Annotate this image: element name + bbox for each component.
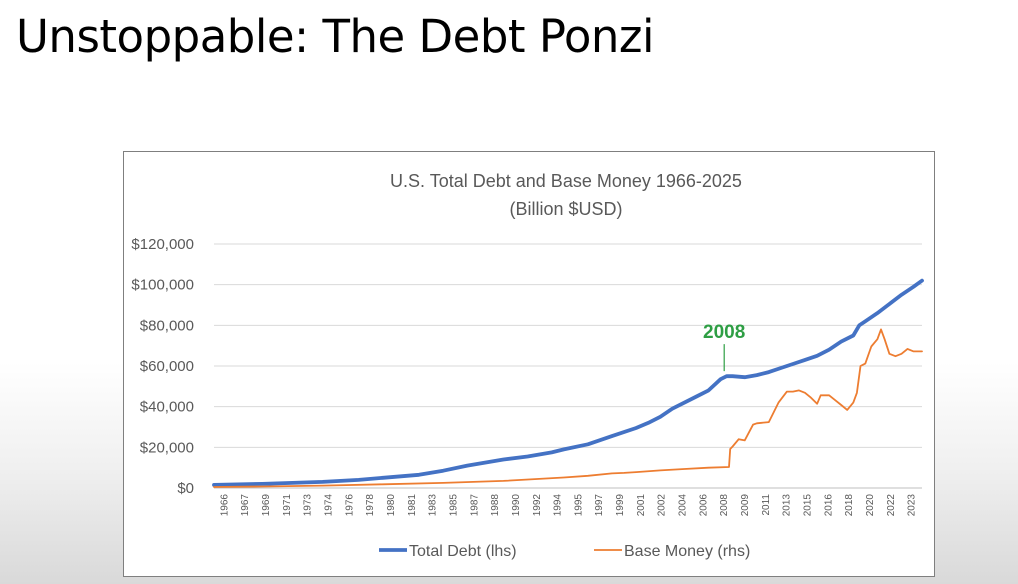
x-tick-label: 1987 — [469, 494, 480, 517]
chart-title: U.S. Total Debt and Base Money 1966-2025 — [390, 171, 742, 191]
chart-svg: U.S. Total Debt and Base Money 1966-2025… — [131, 171, 924, 560]
x-tick-label: 2022 — [886, 494, 897, 517]
x-tick-label: 1995 — [573, 494, 584, 517]
legend-label: Total Debt (lhs) — [409, 543, 517, 560]
x-tick-label: 1999 — [615, 494, 626, 517]
x-tick-label: 1990 — [511, 494, 522, 517]
x-tick-label: 2001 — [636, 494, 647, 517]
x-tick-label: 1973 — [303, 494, 314, 517]
annotations: 2008 — [703, 322, 745, 372]
x-axis-ticks: 1966 1967 1969 1971 1973 1974 1976 1978 1980 1981… — [219, 494, 917, 517]
x-tick-label: 1981 — [407, 494, 418, 517]
slide-title: Unstoppable: The Debt Ponzi — [16, 10, 655, 63]
x-tick-label: 2018 — [844, 494, 855, 517]
x-tick-label: 1974 — [324, 494, 335, 517]
x-tick-label: 1997 — [594, 494, 605, 517]
chart-frame: U.S. Total Debt and Base Money 1966-2025… — [123, 151, 935, 577]
x-tick-label: 2004 — [678, 494, 689, 517]
x-tick-label: 2009 — [740, 494, 751, 517]
x-tick-label: 2011 — [761, 494, 772, 516]
legend-label: Base Money (rhs) — [624, 543, 750, 560]
legend: Total Debt (lhs) Base Money (rhs) — [379, 543, 750, 560]
x-tick-label: 1988 — [490, 494, 501, 517]
base-money-line — [213, 328, 923, 488]
x-tick-label: 1980 — [386, 494, 397, 517]
y-left-tick-label: $80,000 — [140, 317, 194, 334]
series-lines — [212, 278, 924, 488]
x-tick-label: 1985 — [448, 494, 459, 517]
x-tick-label: 1978 — [365, 494, 376, 517]
total-debt-line — [212, 278, 924, 487]
x-tick-label: 2013 — [782, 494, 793, 517]
y-left-tick-label: $0 — [177, 480, 194, 497]
y-left-tick-label: $100,000 — [131, 277, 194, 294]
y-left-tick-label: $20,000 — [140, 439, 194, 456]
x-tick-label: 2023 — [907, 494, 918, 517]
y-axis-left-ticks: $0 $20,000 $40,000 $60,000 $80,000 $100,000 $1… — [131, 236, 194, 497]
y-left-tick-label: $120,000 — [131, 236, 194, 253]
chart-subtitle: (Billion $USD) — [509, 199, 622, 219]
x-tick-label: 2016 — [823, 494, 834, 517]
y-left-tick-label: $40,000 — [140, 399, 194, 416]
y-left-tick-label: $60,000 — [140, 358, 194, 375]
gridlines — [214, 243, 922, 489]
x-tick-label: 1971 — [282, 494, 293, 517]
x-tick-label: 2008 — [719, 494, 730, 517]
annotation-label: 2008 — [703, 322, 745, 343]
x-tick-label: 1983 — [428, 494, 439, 517]
x-tick-label: 2020 — [865, 494, 876, 517]
x-tick-label: 2002 — [657, 494, 668, 517]
x-tick-label: 1967 — [240, 494, 251, 517]
x-tick-label: 1966 — [219, 494, 230, 517]
x-tick-label: 1969 — [261, 494, 272, 517]
x-tick-label: 2015 — [802, 494, 813, 517]
x-tick-label: 1992 — [532, 494, 543, 517]
x-tick-label: 2006 — [698, 494, 709, 517]
x-tick-label: 1976 — [344, 494, 355, 517]
x-tick-label: 1994 — [553, 494, 564, 517]
